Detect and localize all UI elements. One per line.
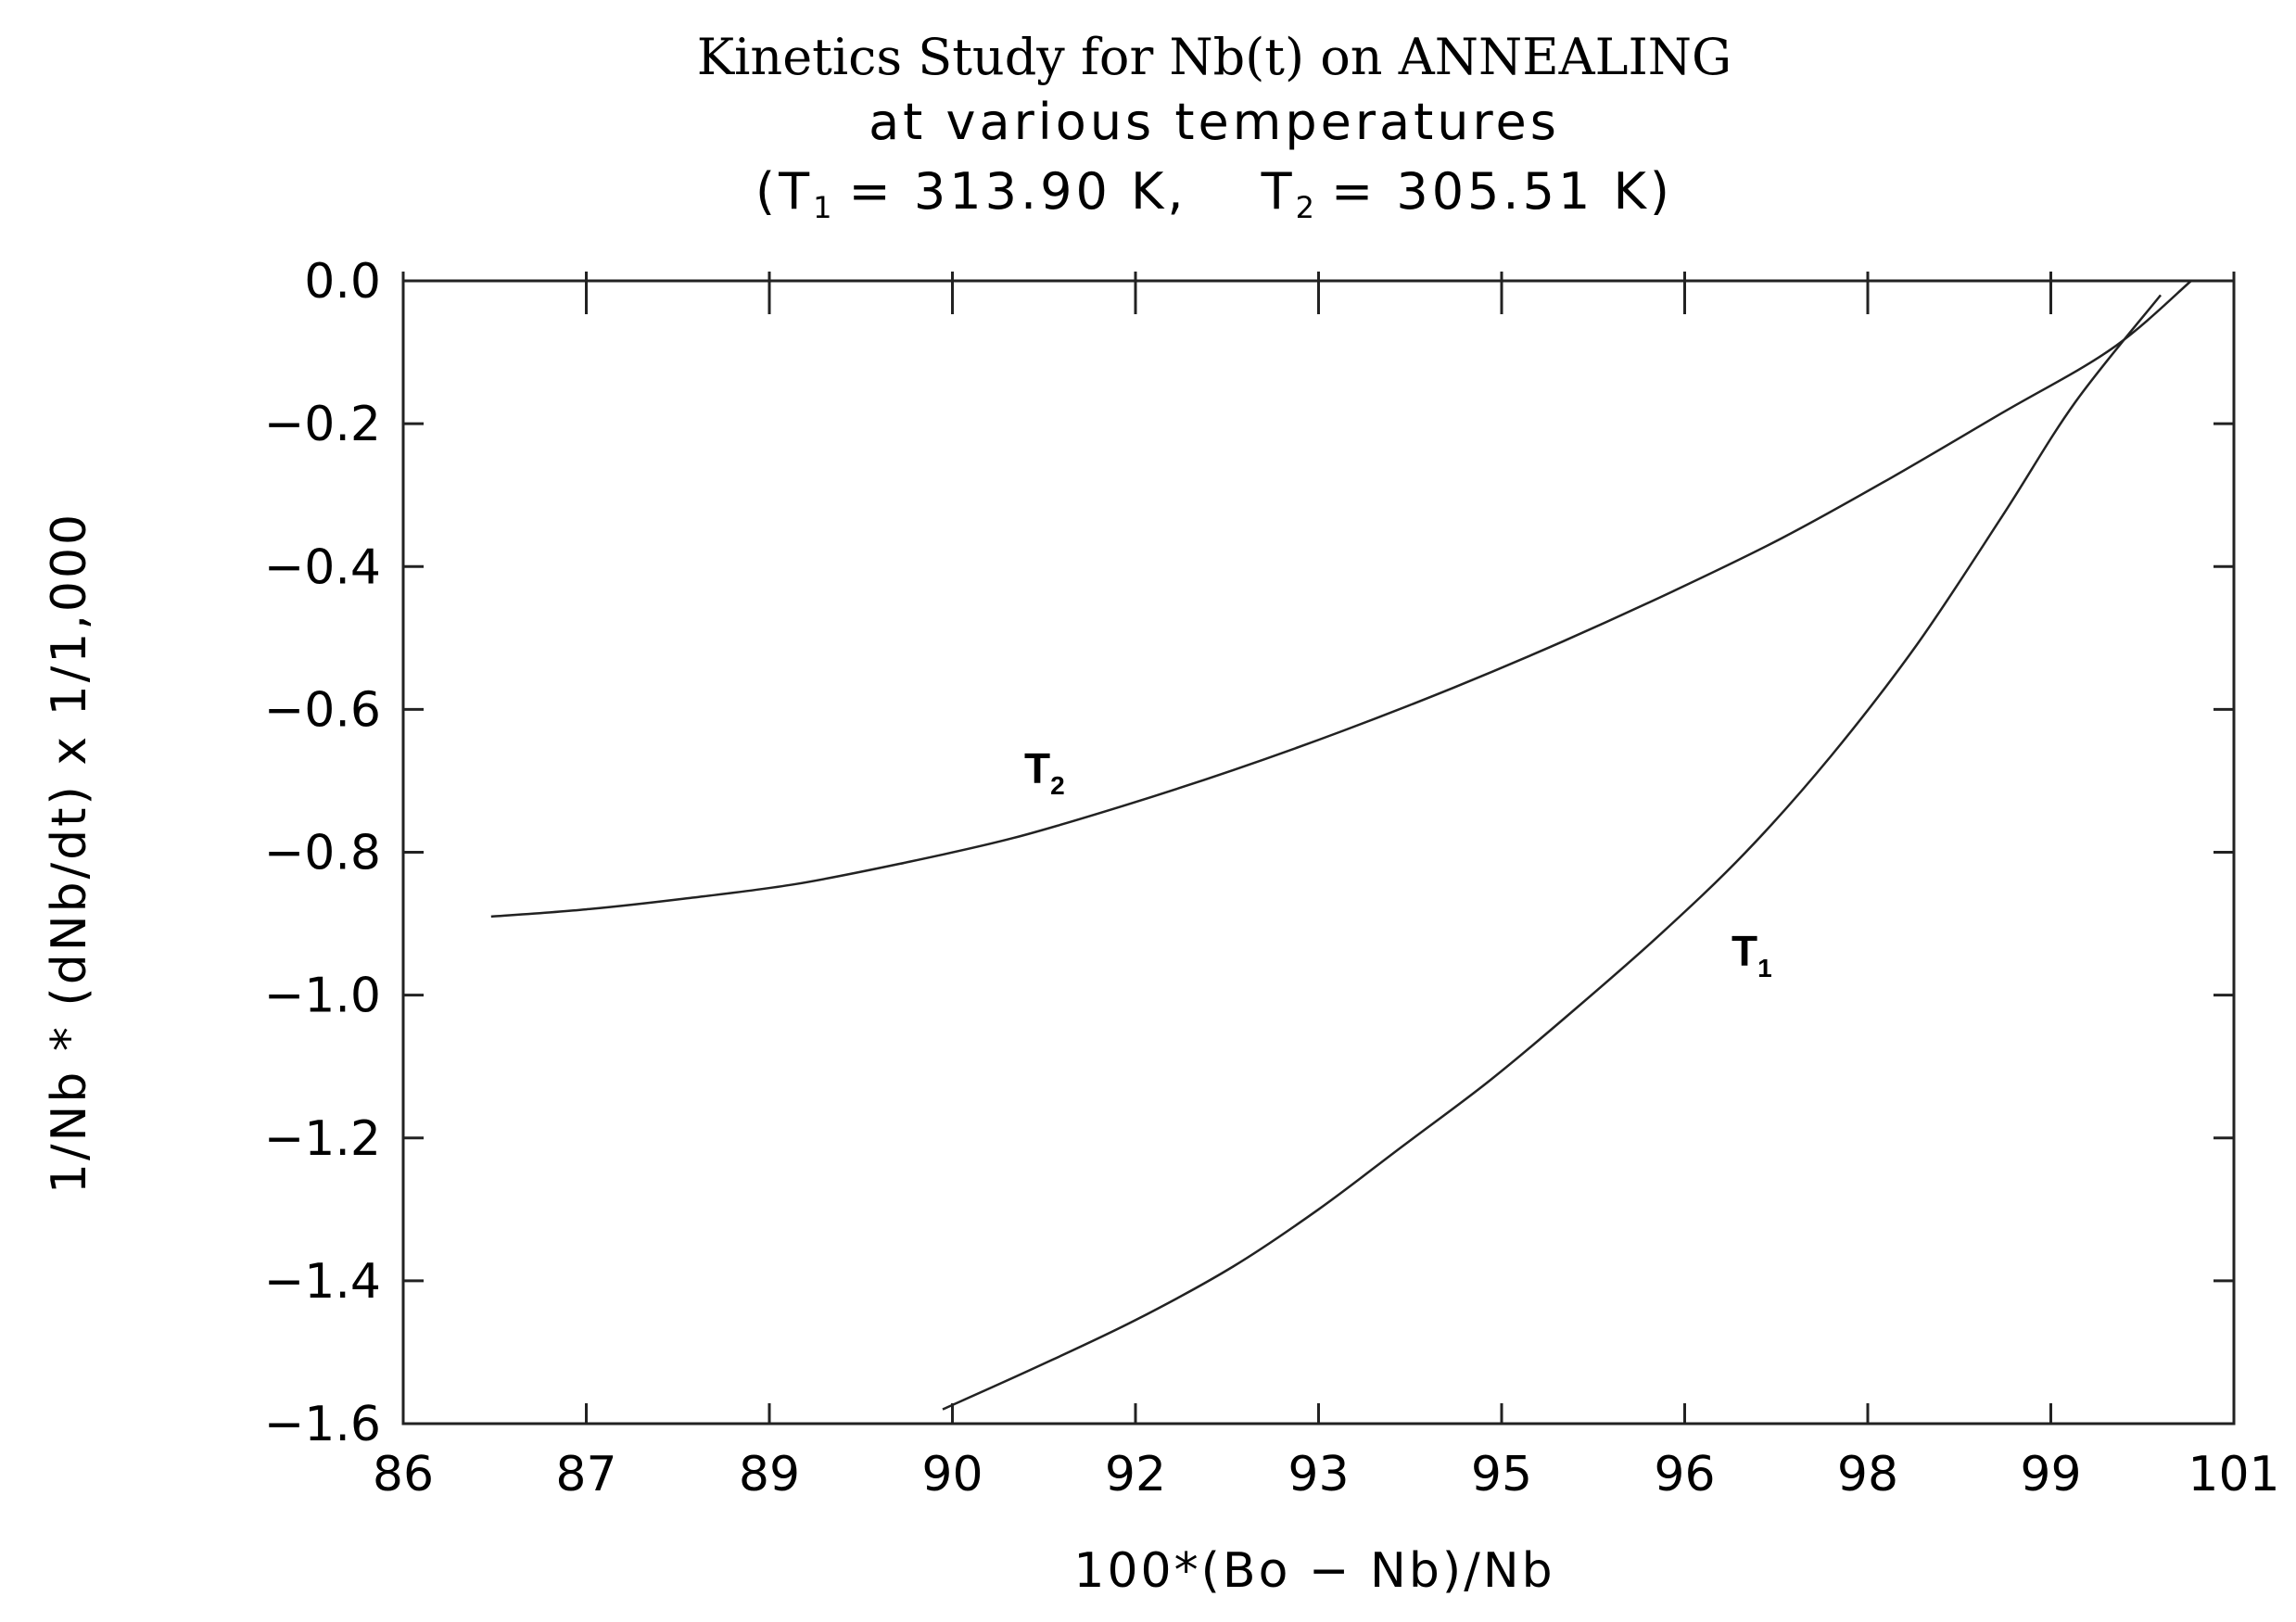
x-tick-label: 96 [1654, 1447, 1715, 1502]
y-tick-label: −1.6 [264, 1397, 381, 1452]
y-tick-label: 0.0 [304, 254, 381, 310]
series-label-t1-subscript: 1 [1757, 954, 1772, 982]
chart-subtitle-temperatures: (T1 = 313.90 K, T2 = 305.51 K) [755, 162, 1673, 225]
x-tick-label: 89 [739, 1447, 800, 1502]
x-axis-ticks [401, 272, 2236, 1424]
t2-letter: T [1261, 162, 1296, 221]
y-tick-label: −1.2 [264, 1111, 381, 1167]
y-tick-label: −0.6 [264, 682, 381, 738]
x-tick-label: 95 [1471, 1447, 1532, 1502]
y-axis-tick-labels: 0.0 −0.2 −0.4 −0.6 −0.8 −1.0 −1.2 −1.4 −1.6 [264, 254, 381, 1452]
series-line-t2 [490, 280, 2192, 919]
x-tick-label: 90 [921, 1447, 983, 1502]
plot-frame [401, 279, 2236, 1426]
x-axis-title: 100*(Bo − Nb)/Nb [1073, 1543, 1554, 1599]
y-tick-label: −0.4 [264, 539, 381, 595]
series-label-t1-letter: T [1732, 927, 1757, 975]
series-label-t1: T1 [1732, 927, 1772, 982]
t2-subscript: 2 [1296, 190, 1318, 225]
series-line-t1 [942, 294, 2162, 1411]
x-tick-label: 93 [1288, 1447, 1349, 1502]
y-tick-label: −1.0 [264, 969, 381, 1024]
series-label-t2: T2 [1024, 744, 1065, 800]
chart-subtitle: at various temperatures [869, 93, 1560, 151]
t2-value: = 305.51 K) [1331, 162, 1673, 221]
series-label-t2-subscript: 2 [1050, 771, 1065, 800]
series-label-t2-letter: T [1024, 744, 1050, 792]
series-group [490, 280, 2192, 1411]
x-tick-label: 99 [2020, 1447, 2081, 1502]
y-tick-label: −0.2 [264, 397, 381, 452]
x-tick-label: 86 [373, 1447, 434, 1502]
x-tick-label: 87 [555, 1447, 616, 1502]
chart-title: Kinetics Study for Nb(t) on ANNEALING [697, 28, 1732, 86]
t1-prefix: (T [755, 162, 813, 221]
y-tick-label: −1.4 [264, 1254, 381, 1310]
x-tick-label: 101 [2188, 1447, 2279, 1502]
x-tick-label: 98 [1837, 1447, 1898, 1502]
t1-value: = 313.90 K, [848, 162, 1186, 221]
y-axis-title: 1/Nb * (dNb/dt) x 1/1,000 [42, 512, 97, 1194]
y-tick-label: −0.8 [264, 826, 381, 881]
t1-subscript: 1 [813, 190, 835, 225]
x-axis-tick-labels: 86 87 89 90 92 93 95 96 98 99 101 [373, 1447, 2280, 1502]
x-tick-label: 92 [1105, 1447, 1166, 1502]
y-axis-ticks [403, 279, 2234, 1426]
